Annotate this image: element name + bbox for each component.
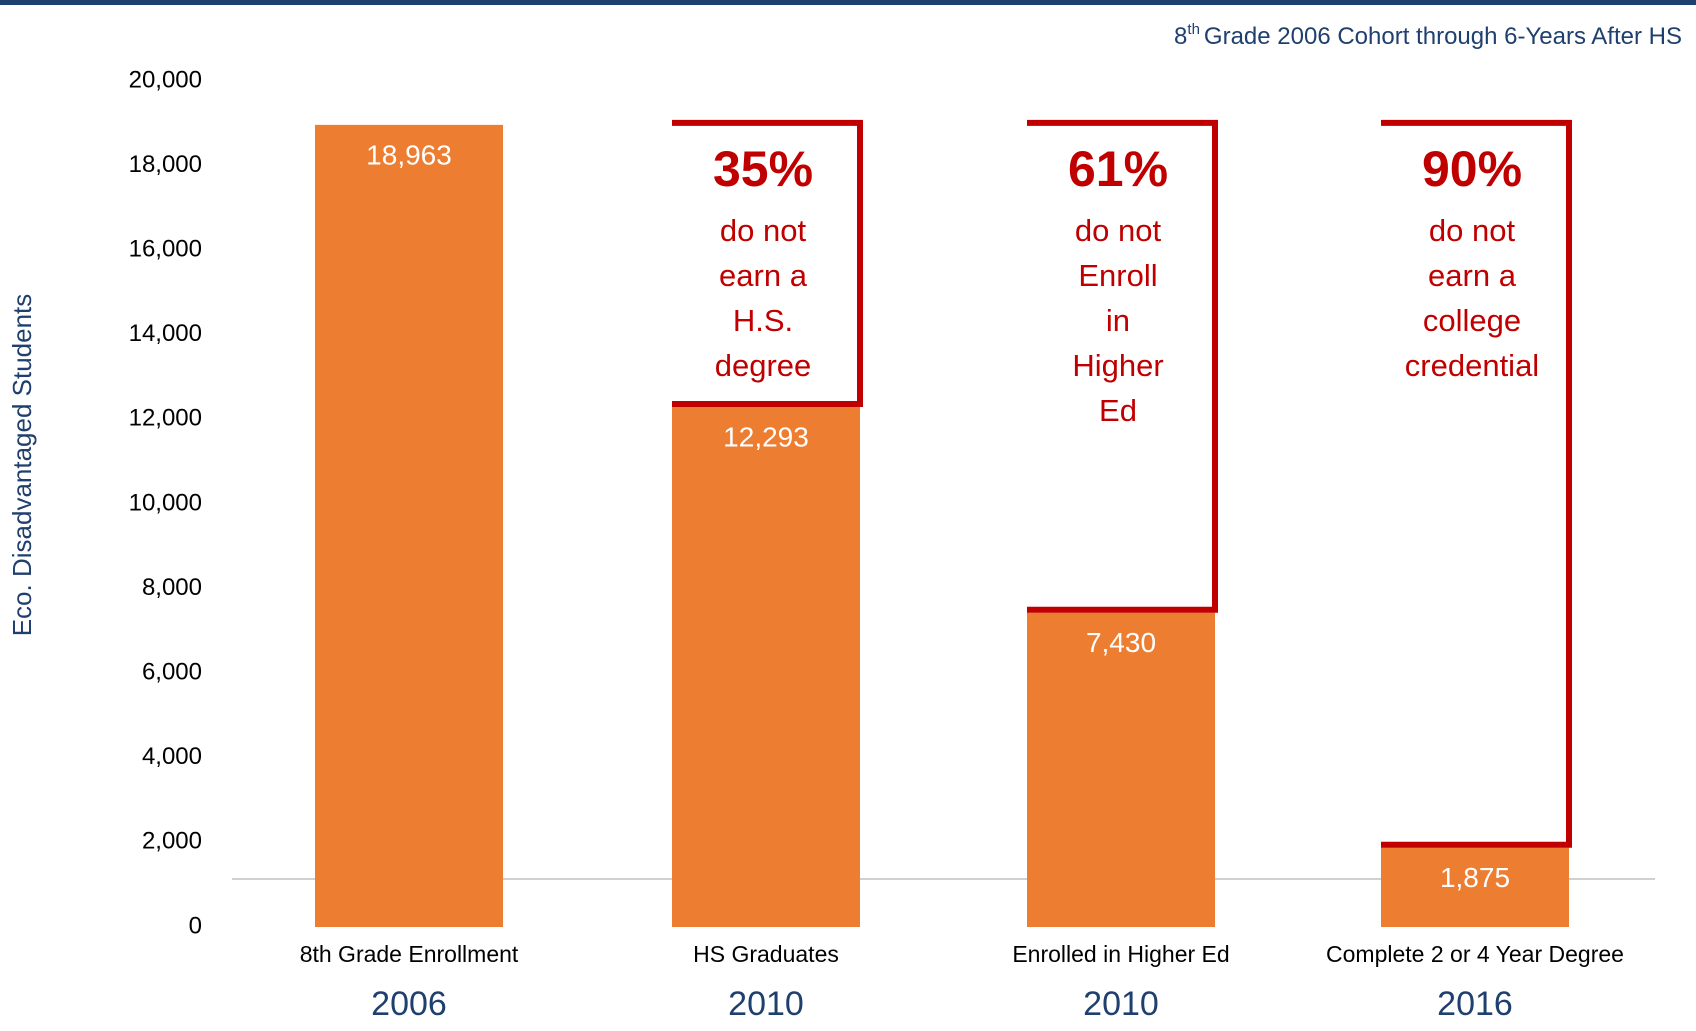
y-tick-label: 0	[189, 912, 202, 939]
value-label: 18,963	[366, 139, 452, 170]
bracket	[672, 119, 863, 408]
year-label: 2010	[1083, 985, 1159, 1023]
y-tick-label: 12,000	[129, 405, 202, 432]
value-label: 7,430	[1086, 627, 1156, 658]
annotation-line: earn a	[719, 258, 808, 293]
annotation-line: in	[1106, 303, 1130, 338]
year-label: 2016	[1437, 985, 1513, 1023]
top-rule	[0, 0, 1696, 5]
annotation-line: college	[1423, 303, 1521, 338]
bracket	[1381, 119, 1572, 848]
annotation-percent: 35%	[713, 141, 813, 197]
annotation-line: do not	[1429, 213, 1516, 248]
y-tick-label: 20,000	[129, 66, 202, 93]
x-tick-label: Enrolled in Higher Ed	[1012, 941, 1229, 967]
y-tick-label: 10,000	[129, 489, 202, 516]
y-tick-label: 2,000	[142, 828, 202, 855]
bracket	[1027, 119, 1218, 613]
y-axis-label: Eco. Disadvantaged Students	[7, 294, 37, 637]
subtitle-base: 8	[1174, 23, 1187, 50]
year-label: 2010	[728, 985, 804, 1023]
annotation-percent: 90%	[1422, 141, 1522, 197]
annotation-line: credential	[1405, 348, 1539, 383]
subtitle-rest: Grade 2006 Cohort through 6-Years After …	[1204, 23, 1682, 50]
y-tick-label: 14,000	[129, 320, 202, 347]
annotation-line: earn a	[1428, 258, 1517, 293]
annotation-line: H.S.	[733, 303, 793, 338]
value-label: 12,293	[723, 421, 809, 452]
annotation-line: degree	[715, 348, 812, 383]
x-tick-label: HS Graduates	[693, 941, 839, 967]
y-tick-label: 4,000	[142, 743, 202, 770]
bar	[1027, 612, 1215, 927]
annotation-percent: 61%	[1068, 141, 1168, 197]
x-tick-label: 8th Grade Enrollment	[300, 941, 519, 967]
bar	[1381, 847, 1569, 927]
annotation-line: do not	[720, 213, 807, 248]
bar	[672, 407, 860, 927]
bar	[315, 124, 503, 927]
y-tick-label: 6,000	[142, 659, 202, 686]
x-tick-label: Complete 2 or 4 Year Degree	[1326, 941, 1624, 967]
subtitle: 8th Grade 2006 Cohort through 6-Years Aft…	[1174, 21, 1682, 50]
annotation-line: Ed	[1099, 393, 1137, 428]
value-label: 1,875	[1440, 862, 1510, 893]
year-label: 2006	[371, 985, 447, 1023]
annotation-line: Enroll	[1078, 258, 1157, 293]
annotation-line: do not	[1075, 213, 1162, 248]
y-tick-label: 8,000	[142, 574, 202, 601]
subtitle-sup: th	[1187, 21, 1200, 38]
annotation-line: Higher	[1072, 348, 1163, 383]
y-tick-label: 16,000	[129, 236, 202, 263]
y-tick-label: 18,000	[129, 151, 202, 178]
